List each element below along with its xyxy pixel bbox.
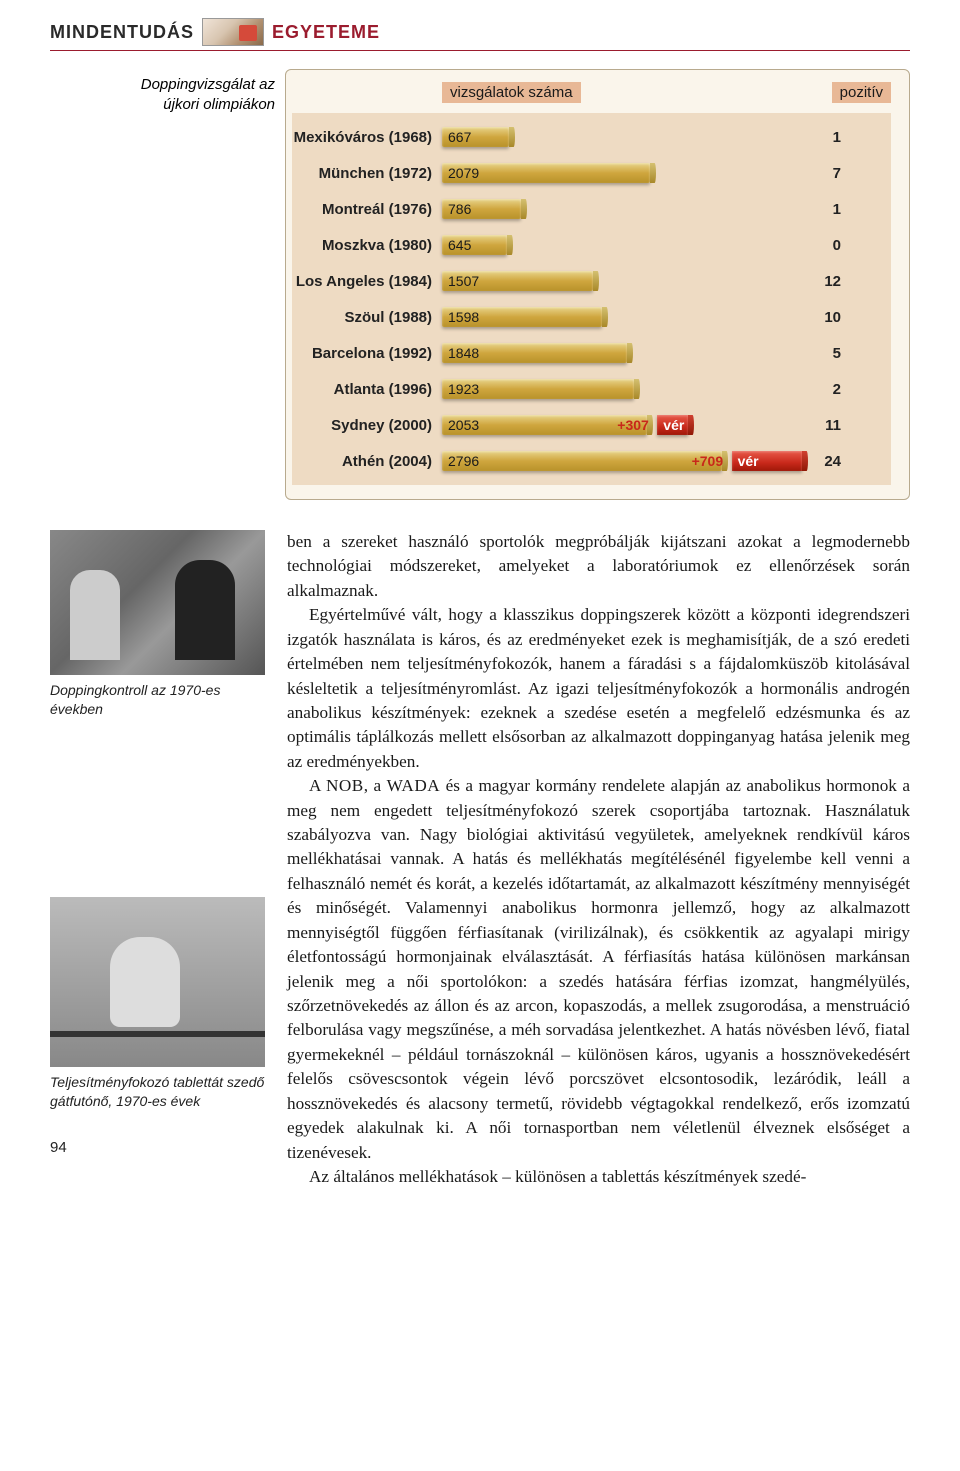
row-positive: 7 [802,165,847,182]
bar-blood-plus: +709 [692,451,724,471]
chart-rows: Mexikóváros (1968) 667 1 München (1972) 2079… [292,113,891,485]
bar-value: 645 [448,235,471,255]
p3-c: és a magyar kormány rendelete alapján az… [287,776,910,1161]
row-label: Barcelona (1992) [292,345,442,362]
bar-value: 1848 [448,343,479,363]
p3-b: , a [364,776,387,795]
chart-row: Sydney (2000) 2053 +307 vér 11 [292,407,891,443]
row-positive: 11 [802,417,847,434]
chart-title: Doppingvizsgálat az újkori olimpiákon [130,75,275,116]
p3-a: A [309,776,326,795]
chart-header-row: vizsgálatok száma pozitív [292,82,891,103]
row-label: Athén (2004) [292,453,442,470]
paragraph-4: Az általános mellékhatások – különösen a… [287,1165,910,1189]
chart-row: Athén (2004) 2796 +709 vér 24 [292,443,891,479]
bar-blood-ver: vér [738,451,759,471]
row-positive: 2 [802,381,847,398]
page-header: MINDENTUDÁS EGYETEME [50,18,910,51]
header-logo-icon [202,18,264,46]
row-positive: 10 [802,309,847,326]
row-bars: 1848 [442,340,802,366]
photo-doping-control [50,530,265,675]
bar-value: 1923 [448,379,479,399]
chart-col-tests: vizsgálatok száma [442,82,581,103]
bar-value: 2053 [448,415,479,435]
chart-box: vizsgálatok száma pozitív Mexikóváros (1… [285,69,910,500]
paragraph-2: Egyértelművé vált, hogy a klasszikus dop… [287,603,910,774]
page-number: 94 [50,1139,265,1156]
row-bars: 645 [442,232,802,258]
bar-value: 2796 [448,451,479,471]
bar-value: 786 [448,199,471,219]
row-bars: 1923 [442,376,802,402]
bar-blood-ver: vér [663,415,684,435]
chart-row: Szöul (1988) 1598 10 [292,299,891,335]
row-label: Sydney (2000) [292,417,442,434]
row-positive: 0 [802,237,847,254]
caption-1: Doppingkontroll az 1970-es években [50,681,265,719]
row-bars: 1507 [442,268,802,294]
bar-value: 2079 [448,163,479,183]
row-label: Szöul (1988) [292,309,442,326]
chart-row: Montreál (1976) 786 1 [292,191,891,227]
row-label: Moszkva (1980) [292,237,442,254]
row-positive: 1 [802,201,847,218]
chart-row: München (1972) 2079 7 [292,155,891,191]
left-column: Doppingkontroll az 1970-es években Telje… [50,530,265,1189]
row-bars: 786 [442,196,802,222]
p3-nob: NOB [326,776,364,795]
chart-col-positive: pozitív [832,82,891,103]
header-left-text: MINDENTUDÁS [50,22,194,43]
p3-wada: WADA [387,776,441,795]
chart-row: Los Angeles (1984) 1507 12 [292,263,891,299]
chart-row: Mexikóváros (1968) 667 1 [292,119,891,155]
row-positive: 1 [802,129,847,146]
header-right-text: EGYETEME [272,22,380,43]
chart-section: Doppingvizsgálat az újkori olimpiákon vi… [50,69,910,500]
row-label: Mexikóváros (1968) [292,129,442,146]
chart-row: Moszkva (1980) 645 0 [292,227,891,263]
bar-main [442,451,722,471]
row-bars: 2053 +307 vér [442,412,802,438]
row-bars: 667 [442,124,802,150]
row-positive: 12 [802,273,847,290]
row-bars: 2796 +709 vér [442,448,802,474]
bar-blood-plus: +307 [617,415,649,435]
row-positive: 5 [802,345,847,362]
bar-value: 667 [448,127,471,147]
paragraph-3: A NOB, a WADA és a magyar kormány rendel… [287,774,910,1165]
bar-value: 1507 [448,271,479,291]
chart-row: Barcelona (1992) 1848 5 [292,335,891,371]
photo-hurdler [50,897,265,1067]
row-bars: 1598 [442,304,802,330]
row-label: Atlanta (1996) [292,381,442,398]
paragraph-1: ben a szereket használó sportolók megpró… [287,530,910,603]
row-label: München (1972) [292,165,442,182]
row-positive: 24 [802,453,847,470]
body-text: ben a szereket használó sportolók megpró… [287,530,910,1189]
bar-value: 1598 [448,307,479,327]
caption-2: Teljesítményfokozó tablettát szedő gátfu… [50,1073,265,1111]
row-label: Los Angeles (1984) [292,273,442,290]
row-label: Montreál (1976) [292,201,442,218]
row-bars: 2079 [442,160,802,186]
chart-row: Atlanta (1996) 1923 2 [292,371,891,407]
